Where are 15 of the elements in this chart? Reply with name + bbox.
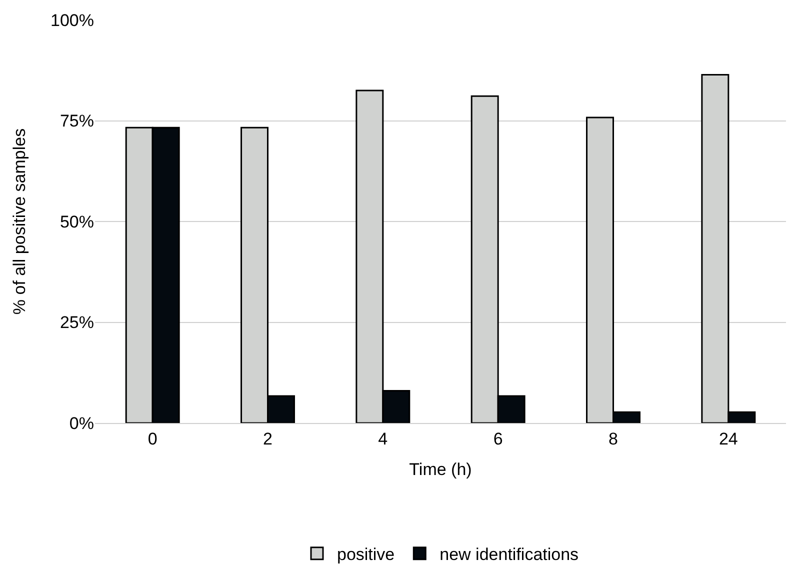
legend-label: new identifications bbox=[440, 545, 579, 564]
y-tick-label: 100% bbox=[50, 10, 94, 30]
y-tick-label: 25% bbox=[60, 313, 94, 332]
x-tick-label: 0 bbox=[148, 429, 158, 448]
x-tick-label: 8 bbox=[608, 429, 618, 448]
x-tick-label: 6 bbox=[493, 429, 503, 448]
x-tick-label: 2 bbox=[263, 429, 272, 448]
y-tick-label: 75% bbox=[60, 112, 94, 131]
x-tick-label: 4 bbox=[378, 429, 388, 448]
y-tick-label: 0% bbox=[69, 414, 94, 433]
legend-label: positive bbox=[337, 545, 395, 564]
x-tick-label: 24 bbox=[718, 429, 738, 448]
x-axis-title: Time (h) bbox=[409, 460, 472, 479]
y-tick-label: 50% bbox=[60, 212, 94, 232]
y-axis-title: % of all positive samples bbox=[10, 128, 30, 315]
